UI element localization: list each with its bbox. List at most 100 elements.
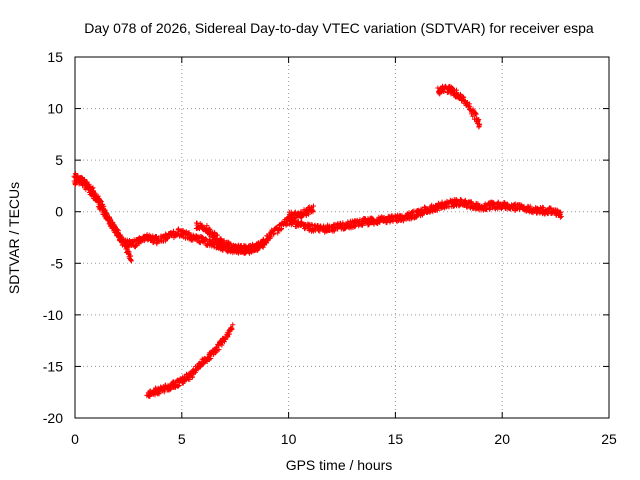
data-point xyxy=(204,225,210,231)
data-point xyxy=(499,203,505,209)
data-point xyxy=(223,336,229,342)
data-point xyxy=(261,238,267,244)
data-point xyxy=(276,227,282,233)
axis-ticks: 0 5 10 15 20 25 -20 -15 -10 -5 0 5 10 15 xyxy=(43,49,617,447)
series-high-arc xyxy=(435,83,483,130)
data-point xyxy=(219,342,225,348)
data-point xyxy=(310,209,316,215)
data-point xyxy=(558,209,564,215)
data-point xyxy=(102,207,108,213)
data-point xyxy=(476,124,482,130)
data-point xyxy=(228,327,234,333)
data-point xyxy=(286,216,292,222)
data-point xyxy=(228,241,234,247)
data-point xyxy=(106,214,112,220)
data-point xyxy=(208,351,214,357)
data-point xyxy=(333,222,339,228)
y-tick-label: -20 xyxy=(43,410,63,426)
data-point xyxy=(124,245,130,251)
data-point xyxy=(80,177,86,183)
data-point xyxy=(103,210,109,216)
data-point xyxy=(268,234,274,240)
data-point xyxy=(180,380,186,386)
data-point xyxy=(214,232,220,238)
data-point xyxy=(167,386,173,392)
y-tick-label: -15 xyxy=(43,358,63,374)
data-point xyxy=(317,228,323,234)
data-point xyxy=(527,203,533,209)
series-low-arc xyxy=(144,322,236,399)
data-point xyxy=(191,370,197,376)
data-point xyxy=(230,322,236,328)
data-point xyxy=(466,103,472,109)
x-tick-label: 10 xyxy=(281,431,297,447)
data-point xyxy=(557,210,563,216)
x-tick-label: 15 xyxy=(388,431,404,447)
data-point xyxy=(208,355,214,361)
data-point xyxy=(125,248,131,254)
y-axis-label: SDTVAR / TECUs xyxy=(6,182,22,294)
data-point xyxy=(170,228,176,234)
data-point xyxy=(95,193,101,199)
data-point xyxy=(223,242,229,248)
y-tick-label: 0 xyxy=(55,204,63,220)
plot-frame xyxy=(74,56,610,419)
data-point xyxy=(557,214,563,220)
data-point xyxy=(89,185,95,191)
y-tick-label: -10 xyxy=(43,307,63,323)
data-point xyxy=(91,189,97,195)
data-point xyxy=(112,224,118,230)
y-tick-label: 15 xyxy=(47,49,63,65)
data-point xyxy=(185,230,191,236)
data-point xyxy=(213,349,219,355)
data-point xyxy=(112,223,118,229)
data-point xyxy=(128,258,134,264)
data-point xyxy=(558,213,564,219)
data-point xyxy=(154,241,160,247)
data-point xyxy=(306,211,312,217)
chart-title: Day 078 of 2026, Sidereal Day-to-day VTE… xyxy=(84,20,594,36)
data-point xyxy=(221,238,227,244)
data-point xyxy=(473,111,479,117)
data-point xyxy=(225,334,231,340)
data-point xyxy=(343,225,349,231)
data-point xyxy=(477,121,483,127)
data-point xyxy=(197,220,203,226)
x-tick-label: 25 xyxy=(601,431,617,447)
data-point xyxy=(461,94,467,100)
data-marks xyxy=(71,83,564,399)
data-point xyxy=(434,207,440,213)
data-point xyxy=(100,202,106,208)
series-arc-5h-9h xyxy=(193,220,268,255)
data-point xyxy=(83,186,89,192)
data-point xyxy=(217,241,223,247)
data-point xyxy=(476,116,482,122)
data-point xyxy=(109,219,115,225)
data-point xyxy=(229,326,235,332)
data-point xyxy=(548,205,554,211)
data-point xyxy=(205,242,211,248)
data-point xyxy=(78,176,84,182)
data-point xyxy=(439,199,445,205)
x-tick-label: 20 xyxy=(494,431,510,447)
x-axis-label: GPS time / hours xyxy=(286,457,393,473)
data-point xyxy=(475,118,481,124)
data-point xyxy=(164,235,170,241)
series-main-track xyxy=(71,175,564,256)
data-point xyxy=(310,203,316,209)
data-point xyxy=(220,247,226,253)
data-point xyxy=(462,98,468,104)
y-tick-label: 5 xyxy=(55,152,63,168)
data-point xyxy=(128,253,134,259)
series-spur-10h-11h xyxy=(285,203,316,222)
data-point xyxy=(271,231,277,237)
data-point xyxy=(366,222,372,228)
series-initial-drop xyxy=(71,170,134,264)
data-point xyxy=(216,347,222,353)
data-point xyxy=(156,390,162,396)
y-tick-label: -5 xyxy=(51,255,64,271)
data-point xyxy=(153,234,159,240)
y-tick-label: 10 xyxy=(47,101,63,117)
data-point xyxy=(189,374,195,380)
